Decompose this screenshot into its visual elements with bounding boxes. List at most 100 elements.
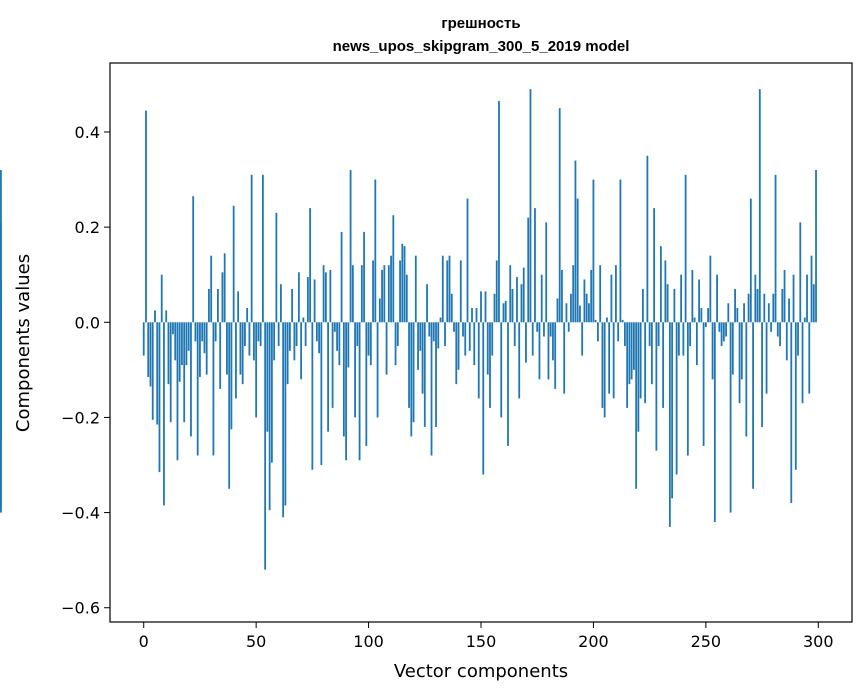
y-tick-label: −0.6 (61, 599, 100, 618)
bar-283 (779, 322, 781, 347)
bar-201 (594, 319, 597, 323)
bar-29 (208, 288, 210, 323)
bar-9 (163, 322, 165, 506)
bar-279 (770, 322, 772, 332)
bar-240 (682, 322, 685, 356)
bar-295 (806, 274, 808, 323)
bar-128 (430, 322, 433, 456)
bar-213 (621, 319, 624, 323)
bar-41 (235, 322, 237, 399)
plot-frame (109, 62, 853, 623)
bar-111 (392, 215, 395, 323)
bar-21 (190, 322, 192, 437)
bar-264 (736, 308, 739, 323)
bar-151 (482, 322, 485, 475)
bar-256 (718, 322, 721, 332)
bar-222 (641, 288, 644, 323)
bar-88 (340, 231, 343, 323)
bar-93 (351, 265, 354, 323)
bar-193 (576, 198, 579, 323)
bar-20 (187, 322, 190, 351)
bar-254 (713, 322, 716, 523)
bar-133 (441, 255, 444, 323)
bar-199 (590, 269, 593, 323)
bar-48 (250, 174, 253, 323)
bar-197 (585, 293, 588, 323)
bar-258 (722, 322, 725, 342)
y-tick-label: 0.4 (75, 123, 100, 142)
bar-198 (588, 303, 590, 323)
bar-8 (160, 274, 163, 323)
bar-124 (421, 322, 424, 394)
y-tick-label: −0.4 (61, 504, 100, 523)
bar-169 (522, 267, 525, 323)
bar-154 (489, 322, 491, 408)
bar-181 (549, 322, 552, 337)
bar-106 (381, 269, 383, 323)
bar-153 (486, 322, 489, 375)
bar-174 (534, 208, 536, 323)
bar-25 (199, 322, 201, 377)
bar-291 (797, 322, 799, 356)
bar-65 (288, 322, 291, 351)
y-tick-label: 0.2 (75, 218, 100, 237)
bar-95 (356, 322, 359, 347)
x-axis-label: Vector components (394, 661, 568, 682)
bar-155 (491, 322, 494, 356)
bar-132 (439, 317, 442, 323)
bar-39 (230, 322, 233, 430)
bar-119 (410, 322, 413, 437)
y-axis-ticks: −0.6 −0.4 −0.2 0.0 0.2 0.4 (61, 123, 110, 618)
bar-280 (772, 293, 775, 323)
bar-284 (781, 288, 784, 323)
bar-170 (525, 322, 527, 363)
bar-194 (579, 305, 581, 323)
bar-266 (740, 322, 743, 380)
bar-269 (747, 293, 750, 323)
bar-263 (734, 288, 736, 323)
bar-140 (457, 322, 460, 370)
bar-58 (273, 322, 276, 361)
bar-80 (322, 265, 325, 323)
bar-261 (729, 322, 732, 513)
bar-138 (453, 322, 455, 332)
bar-71 (302, 317, 305, 323)
bar-252 (709, 255, 712, 323)
bar-1 (145, 110, 147, 323)
bar-57 (270, 322, 273, 463)
bar-12 (169, 322, 172, 423)
bar-122 (417, 322, 419, 370)
bar-68 (295, 322, 298, 347)
bar-113 (396, 322, 399, 347)
bar-207 (608, 322, 611, 394)
bar-38 (228, 322, 231, 489)
bar-undefined (0, 222, 2, 323)
bar-232 (664, 260, 667, 323)
bar-164 (511, 288, 514, 323)
bar-64 (286, 322, 289, 385)
bar-262 (731, 322, 734, 375)
bar-237 (675, 322, 678, 475)
bar-70 (300, 322, 303, 380)
bar-102 (372, 260, 374, 323)
bar-157 (495, 260, 498, 323)
bar-101 (369, 322, 372, 366)
bar-54 (264, 322, 267, 570)
bar-undefined (0, 322, 2, 513)
bar-192 (574, 160, 577, 323)
bar-248 (700, 308, 703, 323)
bar-230 (659, 246, 662, 323)
bar-51 (257, 322, 260, 342)
bar-27 (203, 322, 206, 354)
bar-282 (776, 322, 779, 337)
bar-203 (599, 265, 602, 323)
bar-104 (376, 322, 379, 418)
bar-84 (331, 322, 334, 408)
bar-116 (403, 246, 406, 323)
bar-206 (606, 317, 608, 323)
bar-118 (408, 322, 410, 408)
bar-268 (745, 322, 748, 437)
bar-52 (259, 322, 262, 347)
bar-183 (554, 322, 557, 389)
